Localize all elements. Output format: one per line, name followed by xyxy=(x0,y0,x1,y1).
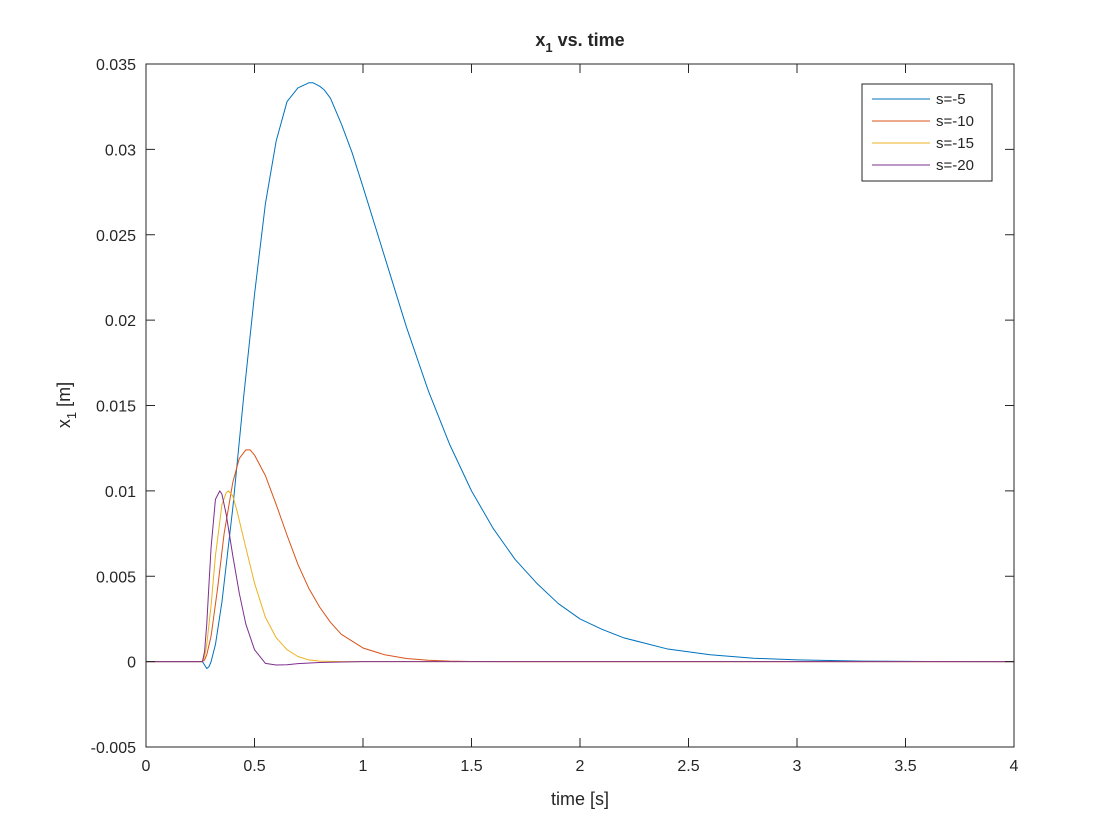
chart-title-main: x xyxy=(535,30,545,50)
y-tick-label: -0.005 xyxy=(91,740,136,757)
chart-title: x1 vs. time xyxy=(535,30,624,55)
y-axis-label-main: x xyxy=(54,419,74,428)
y-axis-label-subscript: 1 xyxy=(64,412,79,419)
legend-label-1: s=-5 xyxy=(936,91,966,108)
y-tick-label: 0 xyxy=(127,655,136,672)
series-line-3 xyxy=(146,490,1014,663)
x-axis-label: time [s] xyxy=(551,789,609,809)
x-tick-label: 0.5 xyxy=(243,758,265,775)
y-tick-label: 0.01 xyxy=(105,484,136,501)
y-tick-label: 0.025 xyxy=(96,228,136,245)
legend-label-2: s=-10 xyxy=(936,113,974,130)
y-tick-label: 0.02 xyxy=(105,313,136,330)
series-line-1 xyxy=(146,82,1015,669)
series-line-2 xyxy=(146,449,1014,663)
y-tick-label: 0.005 xyxy=(96,569,136,586)
series-line-4 xyxy=(146,490,1014,666)
x-tick-label: 3.5 xyxy=(894,758,916,775)
legend: s=-5 s=-10 s=-15 s=-20 xyxy=(861,83,993,182)
x-tick-label: 2.5 xyxy=(677,758,699,775)
y-axis-label: x1 [m] xyxy=(54,382,79,428)
x-tick-label: 3 xyxy=(793,758,802,775)
y-tick-label: 0.03 xyxy=(105,142,136,159)
x-tick-label: 1.5 xyxy=(460,758,482,775)
x-tick-label: 1 xyxy=(359,758,368,775)
x-tick-label: 0 xyxy=(142,758,151,775)
series-layer xyxy=(146,82,1015,669)
y-axis-label-suffix: [m] xyxy=(54,382,74,412)
legend-label-4: s=-20 xyxy=(936,157,974,174)
chart-title-subscript: 1 xyxy=(545,40,552,55)
x-tick-label: 2 xyxy=(576,758,585,775)
y-tick-label: 0.015 xyxy=(96,399,136,416)
ticks-layer: 0 0.5 1 1.5 2 2.5 3 3.5 4 -0.005 0 0.005 0.01 0.015 0.… xyxy=(91,57,1019,775)
x-tick-label: 4 xyxy=(1010,758,1019,775)
chart-title-suffix: vs. time xyxy=(553,30,625,50)
y-tick-label: 0.035 xyxy=(96,57,136,74)
legend-label-3: s=-15 xyxy=(936,135,974,152)
